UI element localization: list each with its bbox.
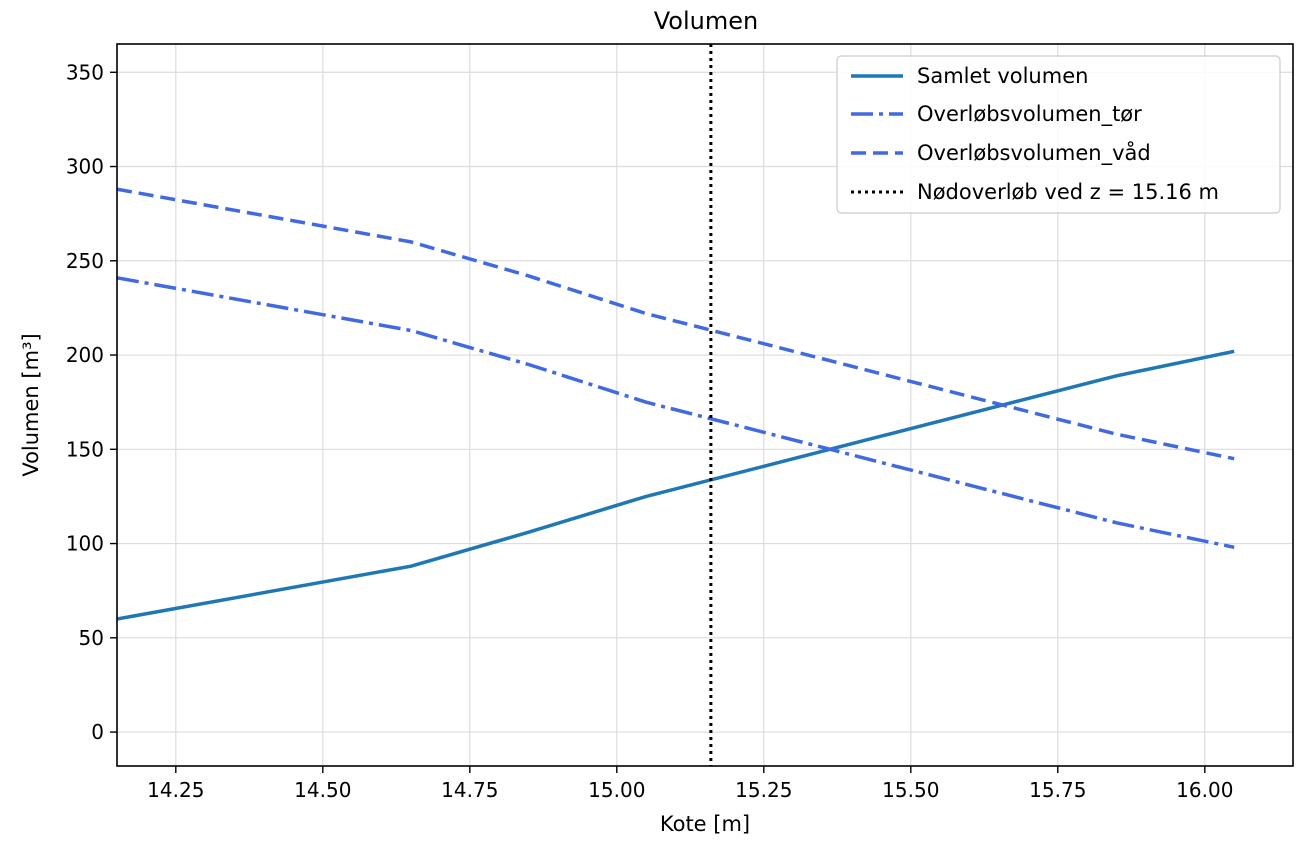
legend-label-overloebsvolumen-vaad: Overløbsvolumen_våd [917,140,1151,166]
chart-title: Volumen [654,7,758,35]
series-group [117,187,1235,621]
y-tick-label: 150 [66,437,104,461]
x-tick-label: 14.50 [294,778,351,802]
y-axis-ticks: 0 50 100 150 200 250 300 350 [66,60,117,744]
series-line-samlet-volumen [117,349,1235,621]
legend-label-samlet-volumen: Samlet volumen [917,64,1088,88]
legend-box [836,55,1281,214]
y-tick-label: 200 [66,343,104,367]
y-tick-label: 100 [66,532,104,556]
y-tick-label: 300 [66,155,104,179]
series-line-overloebsvolumen-vad [117,187,1235,461]
x-axis-label: Kote [m] [660,812,750,836]
x-tick-label: 16.00 [1176,778,1233,802]
x-tick-label: 15.75 [1029,778,1086,802]
x-axis-ticks: 14.25 14.50 14.75 15.00 15.25 15.50 15.75 16.00 [147,766,1233,802]
x-tick-label: 14.25 [147,778,204,802]
x-tick-label: 15.25 [735,778,792,802]
y-axis-label: Volumen [m³] [19,333,43,476]
legend-label-overloebsvolumen-toer: Overløbsvolumen_tør [917,102,1142,127]
chart-legend: Samlet volumen Overløbsvolumen_tør Overl… [836,55,1281,214]
y-tick-label: 0 [91,720,104,744]
y-tick-label: 350 [66,60,104,84]
x-tick-label: 14.75 [441,778,498,802]
y-tick-label: 250 [66,249,104,273]
plot-area-frame [116,43,1294,767]
series-line-overloebsvolumen-toer [117,276,1235,550]
legend-label-noedoverloeb: Nødoverløb ved z = 15.16 m [917,180,1219,204]
y-tick-label: 50 [79,626,104,650]
x-tick-label: 15.00 [588,778,645,802]
x-tick-label: 15.50 [882,778,939,802]
